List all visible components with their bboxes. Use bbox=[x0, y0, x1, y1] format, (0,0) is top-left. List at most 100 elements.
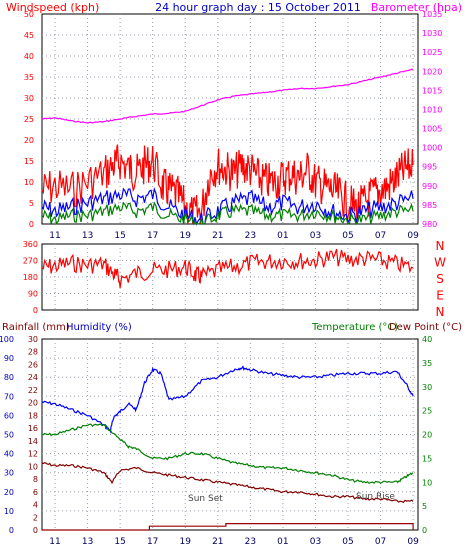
barometer-axis-title: Barometer (hpa) bbox=[371, 1, 462, 14]
temperature-panel-x-tick: 07 bbox=[375, 537, 386, 547]
temperature-panel-x-tick: 09 bbox=[407, 537, 419, 547]
rainfall-y-tick: 12 bbox=[28, 450, 38, 459]
chart-title: 24 hour graph day : 15 October 2011 bbox=[155, 1, 361, 14]
barometer-y-tick: 1005 bbox=[422, 125, 442, 134]
windspeed-axis-title: Windspeed (kph) bbox=[6, 1, 99, 14]
wind-panel-x-tick: 07 bbox=[375, 231, 386, 241]
wind-series-1 bbox=[41, 187, 414, 226]
temperature-panel-x-tick: 05 bbox=[342, 537, 353, 547]
temperature-panel-x-tick: 17 bbox=[147, 537, 158, 547]
windspeed-y-tick: 30 bbox=[24, 94, 34, 103]
temperature-panel-x-tick: 11 bbox=[49, 537, 60, 547]
temperature-panel-x-tick: 21 bbox=[212, 537, 223, 547]
rainfall-y-tick: 30 bbox=[28, 335, 38, 344]
temperature-y-tick: 10 bbox=[422, 478, 432, 487]
humidity-y-tick: 80 bbox=[4, 373, 14, 382]
temperature-y-tick: 20 bbox=[422, 431, 432, 440]
compass-label: S bbox=[436, 272, 444, 286]
wind-panel-x-tick: 19 bbox=[180, 231, 192, 241]
rainfall-y-tick: 10 bbox=[28, 462, 38, 471]
rainfall-y-tick: 20 bbox=[28, 399, 38, 408]
rainfall-y-tick: 26 bbox=[28, 360, 38, 369]
dewpoint-axis-title: Dew Point (°C) bbox=[389, 322, 462, 333]
wind-panel-x-tick: 15 bbox=[114, 231, 125, 241]
rainfall-axis-title: Rainfall (mm) bbox=[2, 322, 70, 333]
temperature-series-2 bbox=[41, 462, 414, 504]
humidity-y-tick: 30 bbox=[4, 469, 14, 478]
humidity-y-tick: 70 bbox=[4, 392, 14, 401]
compass-label: E bbox=[436, 289, 444, 303]
windspeed-y-tick: 20 bbox=[24, 136, 34, 145]
direction-y-tick: 90 bbox=[28, 290, 38, 299]
rainfall-y-tick: 24 bbox=[28, 373, 38, 382]
rainfall-y-tick: 4 bbox=[33, 501, 38, 510]
temperature-panel-x-tick: 13 bbox=[82, 537, 93, 547]
temperature-series-0 bbox=[41, 365, 414, 434]
rainfall-y-tick: 18 bbox=[28, 411, 38, 420]
direction-series-0 bbox=[41, 248, 414, 288]
windspeed-y-tick: 0 bbox=[29, 220, 34, 229]
compass-label: N bbox=[436, 305, 445, 319]
humidity-y-tick: 100 bbox=[0, 335, 14, 344]
wind-panel-x-tick: 05 bbox=[342, 231, 353, 241]
direction-y-tick: 180 bbox=[23, 273, 38, 282]
temperature-panel-x-tick: 23 bbox=[245, 537, 256, 547]
humidity-y-tick: 60 bbox=[4, 411, 14, 420]
barometer-y-tick: 1030 bbox=[422, 29, 442, 38]
temperature-panel-x-tick: 19 bbox=[180, 537, 192, 547]
sunrise-annotation: Sun Rise bbox=[356, 492, 395, 502]
windspeed-y-tick: 40 bbox=[24, 52, 34, 61]
wind-panel-x-tick: 01 bbox=[277, 231, 288, 241]
temperature-y-tick: 40 bbox=[422, 335, 432, 344]
barometer-y-tick: 990 bbox=[422, 182, 437, 191]
wind-panel-x-tick: 09 bbox=[407, 231, 419, 241]
rainfall-y-tick: 22 bbox=[28, 386, 38, 395]
compass-label: W bbox=[434, 256, 446, 270]
humidity-y-tick: 10 bbox=[4, 507, 14, 516]
wind-panel-x-tick: 17 bbox=[147, 231, 158, 241]
data-marks bbox=[41, 68, 414, 531]
wind-series-3 bbox=[41, 68, 414, 124]
direction-y-tick: 360 bbox=[23, 240, 38, 249]
temperature-y-tick: 25 bbox=[422, 407, 432, 416]
rainfall-y-tick: 0 bbox=[33, 526, 38, 535]
compass-label: N bbox=[436, 239, 445, 253]
barometer-y-tick: 1015 bbox=[422, 86, 442, 95]
wind-panel-x-tick: 03 bbox=[310, 231, 321, 241]
temperature-y-tick: 15 bbox=[422, 454, 432, 463]
temperature-y-tick: 35 bbox=[422, 359, 432, 368]
windspeed-y-tick: 15 bbox=[24, 157, 34, 166]
rainfall-y-tick: 14 bbox=[28, 437, 38, 446]
barometer-y-tick: 1010 bbox=[422, 105, 442, 114]
barometer-y-tick: 1035 bbox=[422, 10, 442, 19]
temperature-series-3 bbox=[42, 522, 414, 531]
windspeed-y-tick: 25 bbox=[24, 115, 34, 124]
wind-panel-x-tick: 11 bbox=[49, 231, 60, 241]
barometer-y-tick: 1025 bbox=[422, 48, 442, 57]
humidity-y-tick: 50 bbox=[4, 431, 14, 440]
windspeed-y-tick: 35 bbox=[24, 73, 34, 82]
wind-series-2 bbox=[41, 201, 414, 226]
barometer-y-tick: 980 bbox=[422, 220, 437, 229]
rainfall-y-tick: 2 bbox=[33, 513, 38, 522]
humidity-y-tick: 0 bbox=[9, 526, 14, 535]
temperature-y-tick: 30 bbox=[422, 383, 432, 392]
temperature-panel-x-tick: 03 bbox=[310, 537, 321, 547]
barometer-y-tick: 1020 bbox=[422, 67, 442, 76]
wind-panel-x-tick: 13 bbox=[82, 231, 93, 241]
humidity-axis-title: Humidity (%) bbox=[66, 322, 132, 333]
rainfall-y-tick: 28 bbox=[28, 348, 38, 357]
barometer-y-tick: 1000 bbox=[422, 144, 442, 153]
temperature-y-tick: 5 bbox=[422, 502, 427, 511]
wind-series-0 bbox=[41, 144, 414, 225]
barometer-y-tick: 985 bbox=[422, 201, 437, 210]
windspeed-y-tick: 45 bbox=[24, 31, 34, 40]
rainfall-y-tick: 16 bbox=[28, 424, 38, 433]
barometer-y-tick: 995 bbox=[422, 163, 437, 172]
rainfall-y-tick: 6 bbox=[33, 488, 38, 497]
temperature-series-1 bbox=[41, 423, 414, 485]
direction-y-tick: 270 bbox=[23, 257, 38, 266]
temperature-y-tick: 0 bbox=[422, 526, 427, 535]
tick-labels: 0510152025303540455098098599099510001005… bbox=[0, 10, 446, 547]
